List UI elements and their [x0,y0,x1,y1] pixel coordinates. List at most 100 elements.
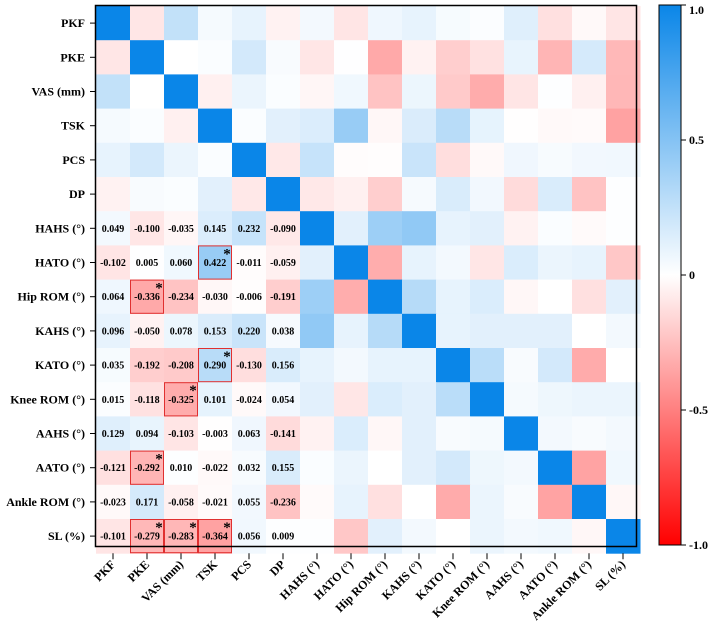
heatmap-cell [266,40,301,75]
heatmap-cell [334,416,369,452]
significance-box [130,519,164,554]
heatmap-cell [606,313,641,349]
heatmap-cell [334,211,369,246]
colorbar-tick-label: -1.0 [689,538,708,552]
heatmap-cell [572,142,607,178]
heatmap-cell [130,450,165,486]
heatmap-cell [368,108,403,144]
heatmap-cell [334,40,369,75]
heatmap-cell [130,245,165,281]
heatmap-cell [198,519,233,554]
heatmap-cell [130,108,165,144]
heatmap-cell [198,245,233,281]
heatmap-cell [606,348,641,383]
heatmap-cell [334,108,369,144]
heatmap-cell [266,279,301,315]
heatmap-cell [96,416,131,452]
heatmap-cell [164,6,199,41]
heatmap-cell [572,416,607,452]
heatmap-cell [300,450,335,486]
cell-value: -0.023 [100,497,126,508]
cell-value: 0.015 [102,395,125,406]
cell-value: 0.005 [136,258,159,269]
heatmap-cell [402,40,437,75]
heatmap-cell [96,245,131,281]
significance-star: * [189,383,197,399]
heatmap-cell [232,416,267,452]
heatmap-cell [334,74,369,110]
significance-box [130,450,164,485]
heatmap-cell [198,142,233,178]
heatmap-cell [300,74,335,110]
heatmap-cell [504,211,539,246]
heatmap-cell [402,382,437,417]
cell-value: 0.096 [102,326,125,337]
heatmap-cell [368,142,403,178]
y-axis-label: DP [69,187,85,201]
cell-value: -0.021 [202,497,228,508]
heatmap-cell [164,348,199,383]
significance-stars: * * * * * * * * [155,246,231,536]
cell-value: -0.102 [100,258,126,269]
cell-value: 0.035 [102,361,125,372]
heatmap-cell [538,245,573,281]
significance-star: * [223,349,231,365]
cell-value: -0.103 [168,429,194,440]
significance-star: * [155,452,163,468]
heatmap-cell [232,245,267,281]
colorbar: 1.0 0.5 0 -0.5 -1.0 [658,3,708,552]
heatmap-cell [402,177,437,212]
heatmap-cell [300,313,335,349]
cell-value: 0.010 [170,463,193,474]
heatmap-cell [538,382,573,417]
heatmap-cell [232,348,267,383]
heatmap-cell [606,484,641,520]
cell-value: 0.064 [102,292,125,303]
heatmap-cell [130,484,165,520]
heatmap-cell [130,382,165,417]
heatmap-cell [368,348,403,383]
heatmap-cell [470,484,505,520]
heatmap-cell [232,74,267,110]
significance-box [164,382,198,417]
heatmap-cell [300,6,335,41]
heatmap-cell [300,416,335,452]
heatmap-cell [368,484,403,520]
heatmap-cell [368,450,403,486]
heatmap-cell [606,382,641,417]
heatmap-cell [266,177,301,212]
heatmap-cell [130,6,165,41]
heatmap-cell [266,348,301,383]
colorbar-ticks: 1.0 0.5 0 -0.5 -1.0 [681,3,708,552]
heatmap-cell [164,40,199,75]
cell-value: 0.054 [272,395,295,406]
heatmap-cell [96,450,131,486]
heatmap-cell [470,519,505,554]
significance-highlights [130,245,232,554]
heatmap-cell [334,348,369,383]
heatmap-cell [334,313,369,349]
heatmap-cell [198,74,233,110]
heatmap-cell [402,348,437,383]
y-axis-label: KAHS (°) [35,324,85,338]
heatmap-cell [504,279,539,315]
colorbar-gradient [658,4,682,546]
heatmap-cell [130,142,165,178]
heatmap-cell [368,245,403,281]
heatmap-cell [572,108,607,144]
heatmap-cell [436,450,471,486]
heatmap-cell [436,142,471,178]
heatmap-cell [266,519,301,554]
heatmap-cell [300,245,335,281]
cell-value: -0.024 [236,395,262,406]
heatmap-cell [572,279,607,315]
cell-value-labels: 0.049 -0.100 -0.035 0.145 0.232 -0.090 -0.102 0… [100,224,296,543]
heatmap-cell [436,40,471,75]
heatmap-cell [198,108,233,144]
heatmap-cell [164,74,199,110]
y-axis-label: HAHS (°) [35,221,85,235]
colorbar-tick-label: 1.0 [689,3,704,17]
heatmap-cell [402,519,437,554]
heatmap-cell [96,348,131,383]
